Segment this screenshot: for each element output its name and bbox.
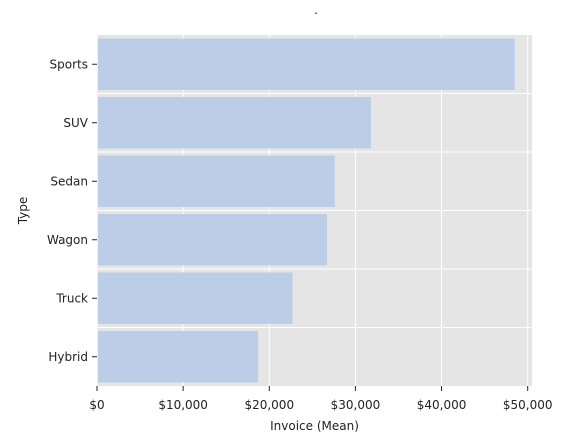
y-tick-label-truck: Truck bbox=[55, 291, 88, 305]
y-axis-label: Type bbox=[16, 197, 30, 226]
grid-lines bbox=[96, 35, 532, 386]
x-tick-label: $10,000 bbox=[158, 398, 208, 412]
bar-sports bbox=[98, 38, 515, 90]
x-tick-label: $30,000 bbox=[331, 398, 381, 412]
x-tick-label: $40,000 bbox=[417, 398, 467, 412]
bar-suv bbox=[98, 97, 371, 149]
bar-sedan bbox=[98, 155, 335, 207]
y-tick-label-sedan: Sedan bbox=[50, 174, 88, 188]
bar-wagon bbox=[98, 214, 327, 266]
x-tick-label: $20,000 bbox=[244, 398, 294, 412]
y-tick-label-wagon: Wagon bbox=[47, 233, 88, 247]
y-tick-label-sports: Sports bbox=[50, 57, 88, 71]
axes: Sports SUV Sedan Wagon Truck Hybrid $0 $10,000 $… bbox=[47, 57, 553, 412]
x-axis-label: Invoice (Mean) bbox=[270, 419, 359, 433]
x-tick-label: $50,000 bbox=[503, 398, 553, 412]
bars bbox=[98, 38, 515, 383]
y-tick-label-hybrid: Hybrid bbox=[48, 350, 88, 364]
bar-truck bbox=[98, 272, 293, 324]
chart-title: . bbox=[314, 3, 318, 17]
y-tick-label-suv: SUV bbox=[63, 116, 88, 130]
x-tick-label: $0 bbox=[89, 398, 104, 412]
bar-hybrid bbox=[98, 331, 259, 383]
